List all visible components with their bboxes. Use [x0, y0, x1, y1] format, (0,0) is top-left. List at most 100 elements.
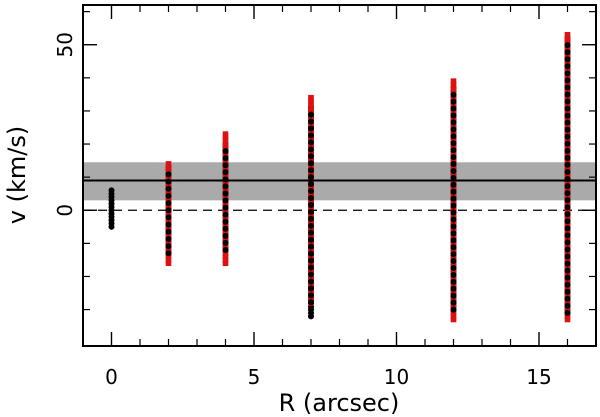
- data-point-red: [165, 257, 172, 263]
- plot-area: [83, 31, 596, 323]
- x-axis-label: R (arcsec): [279, 389, 400, 417]
- data-point-black: [308, 167, 314, 174]
- data-point-red: [222, 131, 229, 137]
- data-point-black: [450, 147, 457, 154]
- data-point-black: [308, 306, 314, 313]
- data-point-black: [222, 225, 229, 232]
- data-point-black: [564, 218, 571, 225]
- x-tick-label: 5: [248, 365, 261, 389]
- data-point-red: [308, 143, 314, 149]
- data-point-red: [308, 98, 314, 104]
- data-point-red: [308, 219, 314, 226]
- data-point-red: [450, 261, 457, 268]
- data-point-black: [308, 299, 314, 306]
- data-point-black: [450, 126, 457, 133]
- data-point-red: [564, 102, 571, 108]
- data-point-black: [450, 223, 457, 230]
- data-point-red: [564, 73, 571, 80]
- data-point-red: [165, 218, 172, 225]
- data-point-black: [450, 119, 457, 126]
- data-point-black: [450, 264, 457, 271]
- data-point-red: [564, 108, 571, 115]
- data-point-red: [450, 171, 457, 178]
- data-point-black: [450, 133, 457, 140]
- data-point-black: [450, 271, 457, 278]
- data-point-red: [564, 243, 571, 249]
- data-point-black: [222, 155, 229, 162]
- data-point-black: [564, 119, 571, 126]
- data-point-black: [564, 161, 571, 168]
- data-point-black: [308, 118, 314, 125]
- data-point-black: [450, 209, 457, 216]
- data-point-black: [564, 204, 571, 211]
- data-point-red: [222, 141, 229, 147]
- data-point-red: [222, 260, 229, 267]
- data-point-black: [308, 257, 314, 264]
- data-point-black: [165, 207, 172, 214]
- data-point-black: [450, 237, 457, 244]
- data-point-red: [165, 254, 172, 260]
- data-point-black: [222, 162, 229, 169]
- data-point-black: [450, 278, 457, 285]
- data-point-black: [564, 168, 571, 175]
- data-point-black: [564, 232, 571, 239]
- data-point-black: [450, 91, 457, 98]
- data-point-black: [450, 154, 457, 161]
- data-point-black: [308, 111, 314, 118]
- data-point-red: [450, 313, 457, 320]
- data-point-red: [165, 161, 172, 167]
- data-point-black: [450, 216, 457, 223]
- data-point-black: [450, 161, 457, 168]
- data-point-black: [564, 288, 571, 295]
- data-point-black: [308, 278, 314, 285]
- data-point-black: [165, 171, 172, 178]
- data-point-red: [450, 129, 457, 136]
- data-point-black: [450, 174, 457, 181]
- data-point-black: [450, 98, 457, 105]
- data-point-black: [564, 140, 571, 147]
- data-point-red: [222, 253, 229, 260]
- data-point-black: [564, 77, 571, 84]
- data-point-black: [564, 267, 571, 274]
- data-point-black: [450, 105, 457, 112]
- data-point-red: [165, 196, 172, 202]
- data-point-black: [564, 70, 571, 77]
- data-point-black: [564, 309, 571, 316]
- data-point-black: [165, 228, 172, 235]
- data-point-red: [450, 81, 457, 88]
- data-point-black: [564, 154, 571, 161]
- data-point-red: [165, 189, 172, 196]
- data-point-black: [308, 201, 314, 208]
- data-point-black: [564, 211, 571, 218]
- data-point-black: [564, 190, 571, 197]
- data-point-black: [564, 246, 571, 253]
- data-point-black: [564, 147, 571, 154]
- data-point-black: [308, 181, 314, 188]
- data-point-black: [165, 221, 172, 228]
- data-point-black: [450, 181, 457, 188]
- data-point-red: [450, 220, 457, 226]
- data-point-red: [308, 184, 314, 191]
- data-point-black: [165, 200, 172, 207]
- data-point-black: [308, 160, 314, 167]
- data-point-black: [450, 292, 457, 299]
- data-point-black: [450, 167, 457, 174]
- data-point-black: [308, 153, 314, 160]
- data-point-red: [564, 67, 571, 73]
- data-point-black: [222, 218, 229, 225]
- data-point-red: [308, 104, 314, 111]
- data-point-red: [222, 134, 229, 141]
- data-point-black: [308, 285, 314, 292]
- data-point-black: [165, 250, 172, 257]
- data-point-red: [450, 78, 457, 84]
- data-point-black: [564, 84, 571, 91]
- data-point-red: [564, 137, 571, 144]
- data-point-black: [564, 63, 571, 70]
- data-point-black: [450, 251, 457, 258]
- data-point-black: [564, 42, 571, 49]
- data-point-black: [308, 222, 314, 229]
- data-point-black: [308, 271, 314, 278]
- data-point-red: [450, 84, 457, 91]
- data-point-black: [308, 250, 314, 257]
